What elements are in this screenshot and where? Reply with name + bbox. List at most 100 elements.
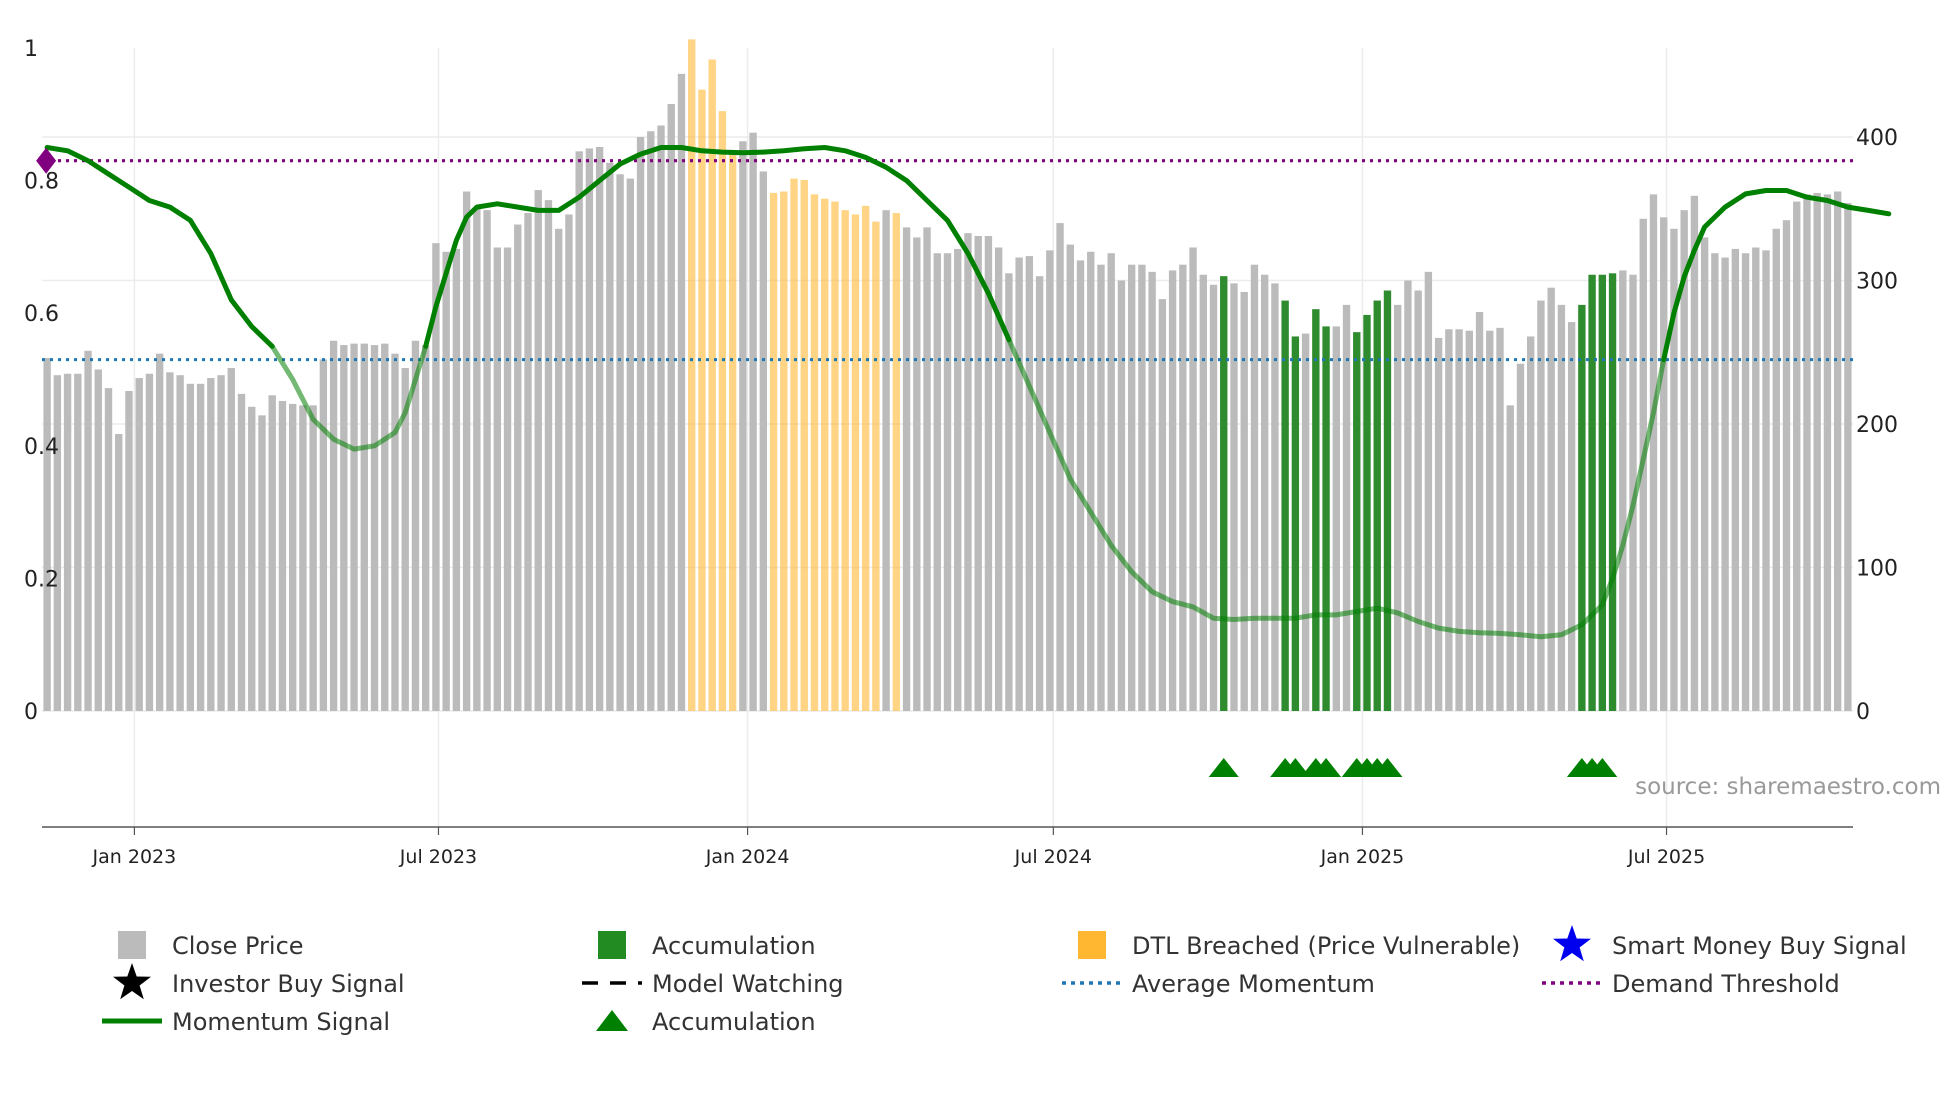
dtl-breached-bar bbox=[831, 201, 839, 711]
close-price-bar bbox=[1527, 336, 1535, 711]
close-price-bar bbox=[94, 369, 102, 711]
close-price-bar bbox=[1076, 260, 1085, 711]
close-price-bar bbox=[1107, 253, 1115, 711]
left-tick-label: 0.4 bbox=[24, 435, 59, 460]
legend-model-watching: Model Watching bbox=[582, 970, 844, 998]
close-price-bar bbox=[1680, 210, 1688, 711]
accumulation-bar bbox=[1281, 300, 1289, 711]
dtl-breached-bar bbox=[769, 192, 778, 712]
reference-lines bbox=[42, 159, 1853, 362]
close-price-bar bbox=[1690, 195, 1699, 711]
accumulation-bar bbox=[1373, 300, 1381, 711]
date-tick-label: Jan 2025 bbox=[1320, 846, 1405, 868]
right-tick-label: 100 bbox=[1856, 556, 1898, 581]
close-price-bar bbox=[1199, 274, 1207, 711]
close-price-bar bbox=[248, 406, 256, 711]
close-price-bar bbox=[1138, 264, 1146, 711]
legend-accumulation: Accumulation bbox=[598, 931, 816, 960]
accumulation-bar bbox=[1291, 336, 1300, 711]
close-price-bar bbox=[1547, 287, 1555, 711]
close-price-bar bbox=[1752, 247, 1760, 711]
dtl-breached-bar bbox=[861, 205, 870, 711]
close-price-bar bbox=[115, 434, 123, 711]
dtl-breached-bar bbox=[728, 152, 737, 711]
date-tick-label: Jul 2025 bbox=[1627, 846, 1705, 868]
close-price-bar bbox=[462, 191, 471, 712]
close-price-bar bbox=[1342, 304, 1351, 711]
close-price-bar bbox=[974, 235, 982, 711]
accumulation-triangle bbox=[1208, 758, 1239, 777]
close-price-bar bbox=[1516, 363, 1525, 711]
close-price-bar bbox=[207, 378, 215, 711]
close-price-bar bbox=[1711, 253, 1719, 711]
demand-start-marker bbox=[36, 147, 57, 174]
close-price-bar bbox=[626, 178, 635, 711]
close-price-bar bbox=[217, 375, 225, 711]
close-price-bar bbox=[1445, 329, 1453, 711]
close-price-bar bbox=[1741, 253, 1750, 711]
dtl-breached-bar bbox=[800, 180, 808, 711]
close-price-bar bbox=[452, 248, 461, 711]
legend-accumulation-triangle-label: Accumulation bbox=[652, 1008, 816, 1036]
close-price-bar bbox=[1056, 223, 1064, 711]
close-price-bar bbox=[391, 353, 399, 711]
legend-accumulation-triangle-triangle-icon bbox=[596, 1010, 628, 1031]
close-price-bar bbox=[943, 253, 952, 711]
dtl-breached-bar bbox=[810, 194, 819, 712]
legend-close-price: Close Price bbox=[118, 931, 304, 960]
close-price-bar bbox=[493, 247, 501, 711]
legend-close-price-label: Close Price bbox=[172, 932, 304, 960]
close-price-bar bbox=[1015, 257, 1023, 711]
close-price-bar bbox=[524, 213, 532, 711]
close-price-bar bbox=[176, 375, 184, 711]
close-price-bar bbox=[984, 235, 993, 711]
date-tick-label: Jan 2024 bbox=[705, 846, 790, 868]
legend: Close Price Accumulation DTL Breached (Pri… bbox=[102, 925, 1907, 1036]
close-price-bar bbox=[565, 214, 573, 711]
accumulation-bar bbox=[1220, 276, 1228, 711]
close-price-bar bbox=[483, 210, 491, 711]
close-price-bar bbox=[1537, 300, 1545, 711]
close-price-bar bbox=[1629, 274, 1637, 711]
source-label: source: sharemaestro.com bbox=[1635, 774, 1941, 800]
momentum-signal-line-weak bbox=[1006, 337, 1667, 640]
close-price-bar bbox=[1271, 283, 1279, 711]
close-price-bar bbox=[1240, 291, 1248, 711]
legend-demand-threshold-label: Demand Threshold bbox=[1612, 970, 1840, 998]
close-price-bar bbox=[503, 247, 512, 711]
legend-momentum-signal-label: Momentum Signal bbox=[172, 1008, 390, 1036]
close-price-bar bbox=[544, 200, 553, 711]
momentum-signal-line bbox=[44, 145, 275, 349]
legend-average-momentum-label: Average Momentum bbox=[1132, 970, 1375, 998]
close-price-bar bbox=[534, 190, 542, 712]
close-price-bar bbox=[882, 210, 890, 711]
close-price-bar bbox=[1168, 270, 1177, 711]
close-price-bar bbox=[442, 251, 450, 711]
close-price-bar bbox=[647, 131, 655, 711]
close-price-bar bbox=[636, 136, 645, 712]
close-price-bar bbox=[1158, 299, 1167, 711]
legend-smart-money-label: Smart Money Buy Signal bbox=[1612, 932, 1907, 960]
momentum-signal-line-weak bbox=[269, 343, 429, 452]
close-price-bar bbox=[749, 132, 757, 712]
close-price-bar bbox=[1209, 284, 1218, 711]
legend-dtl-breached: DTL Breached (Price Vulnerable) bbox=[1078, 931, 1520, 960]
close-price-bar bbox=[1762, 250, 1770, 711]
close-price-bar bbox=[1803, 194, 1811, 712]
close-price-bar bbox=[186, 383, 195, 711]
close-price-bar bbox=[1813, 192, 1821, 712]
dtl-breached-bar bbox=[821, 198, 829, 711]
right-tick-label: 200 bbox=[1856, 413, 1898, 438]
close-price-bar bbox=[135, 378, 143, 711]
legend-dtl-breached-label: DTL Breached (Price Vulnerable) bbox=[1132, 932, 1520, 960]
close-price-bar bbox=[53, 375, 62, 711]
close-price-bar bbox=[473, 208, 481, 711]
close-price-bar bbox=[299, 405, 307, 711]
dtl-breached-bar bbox=[780, 191, 788, 712]
close-price-bar bbox=[1670, 228, 1678, 711]
momentum-signal-layer bbox=[36, 145, 1892, 640]
close-price-bar bbox=[104, 388, 113, 711]
close-price-bar bbox=[370, 345, 379, 711]
close-price-bar bbox=[1700, 237, 1709, 711]
accumulation-bar bbox=[1312, 309, 1320, 711]
